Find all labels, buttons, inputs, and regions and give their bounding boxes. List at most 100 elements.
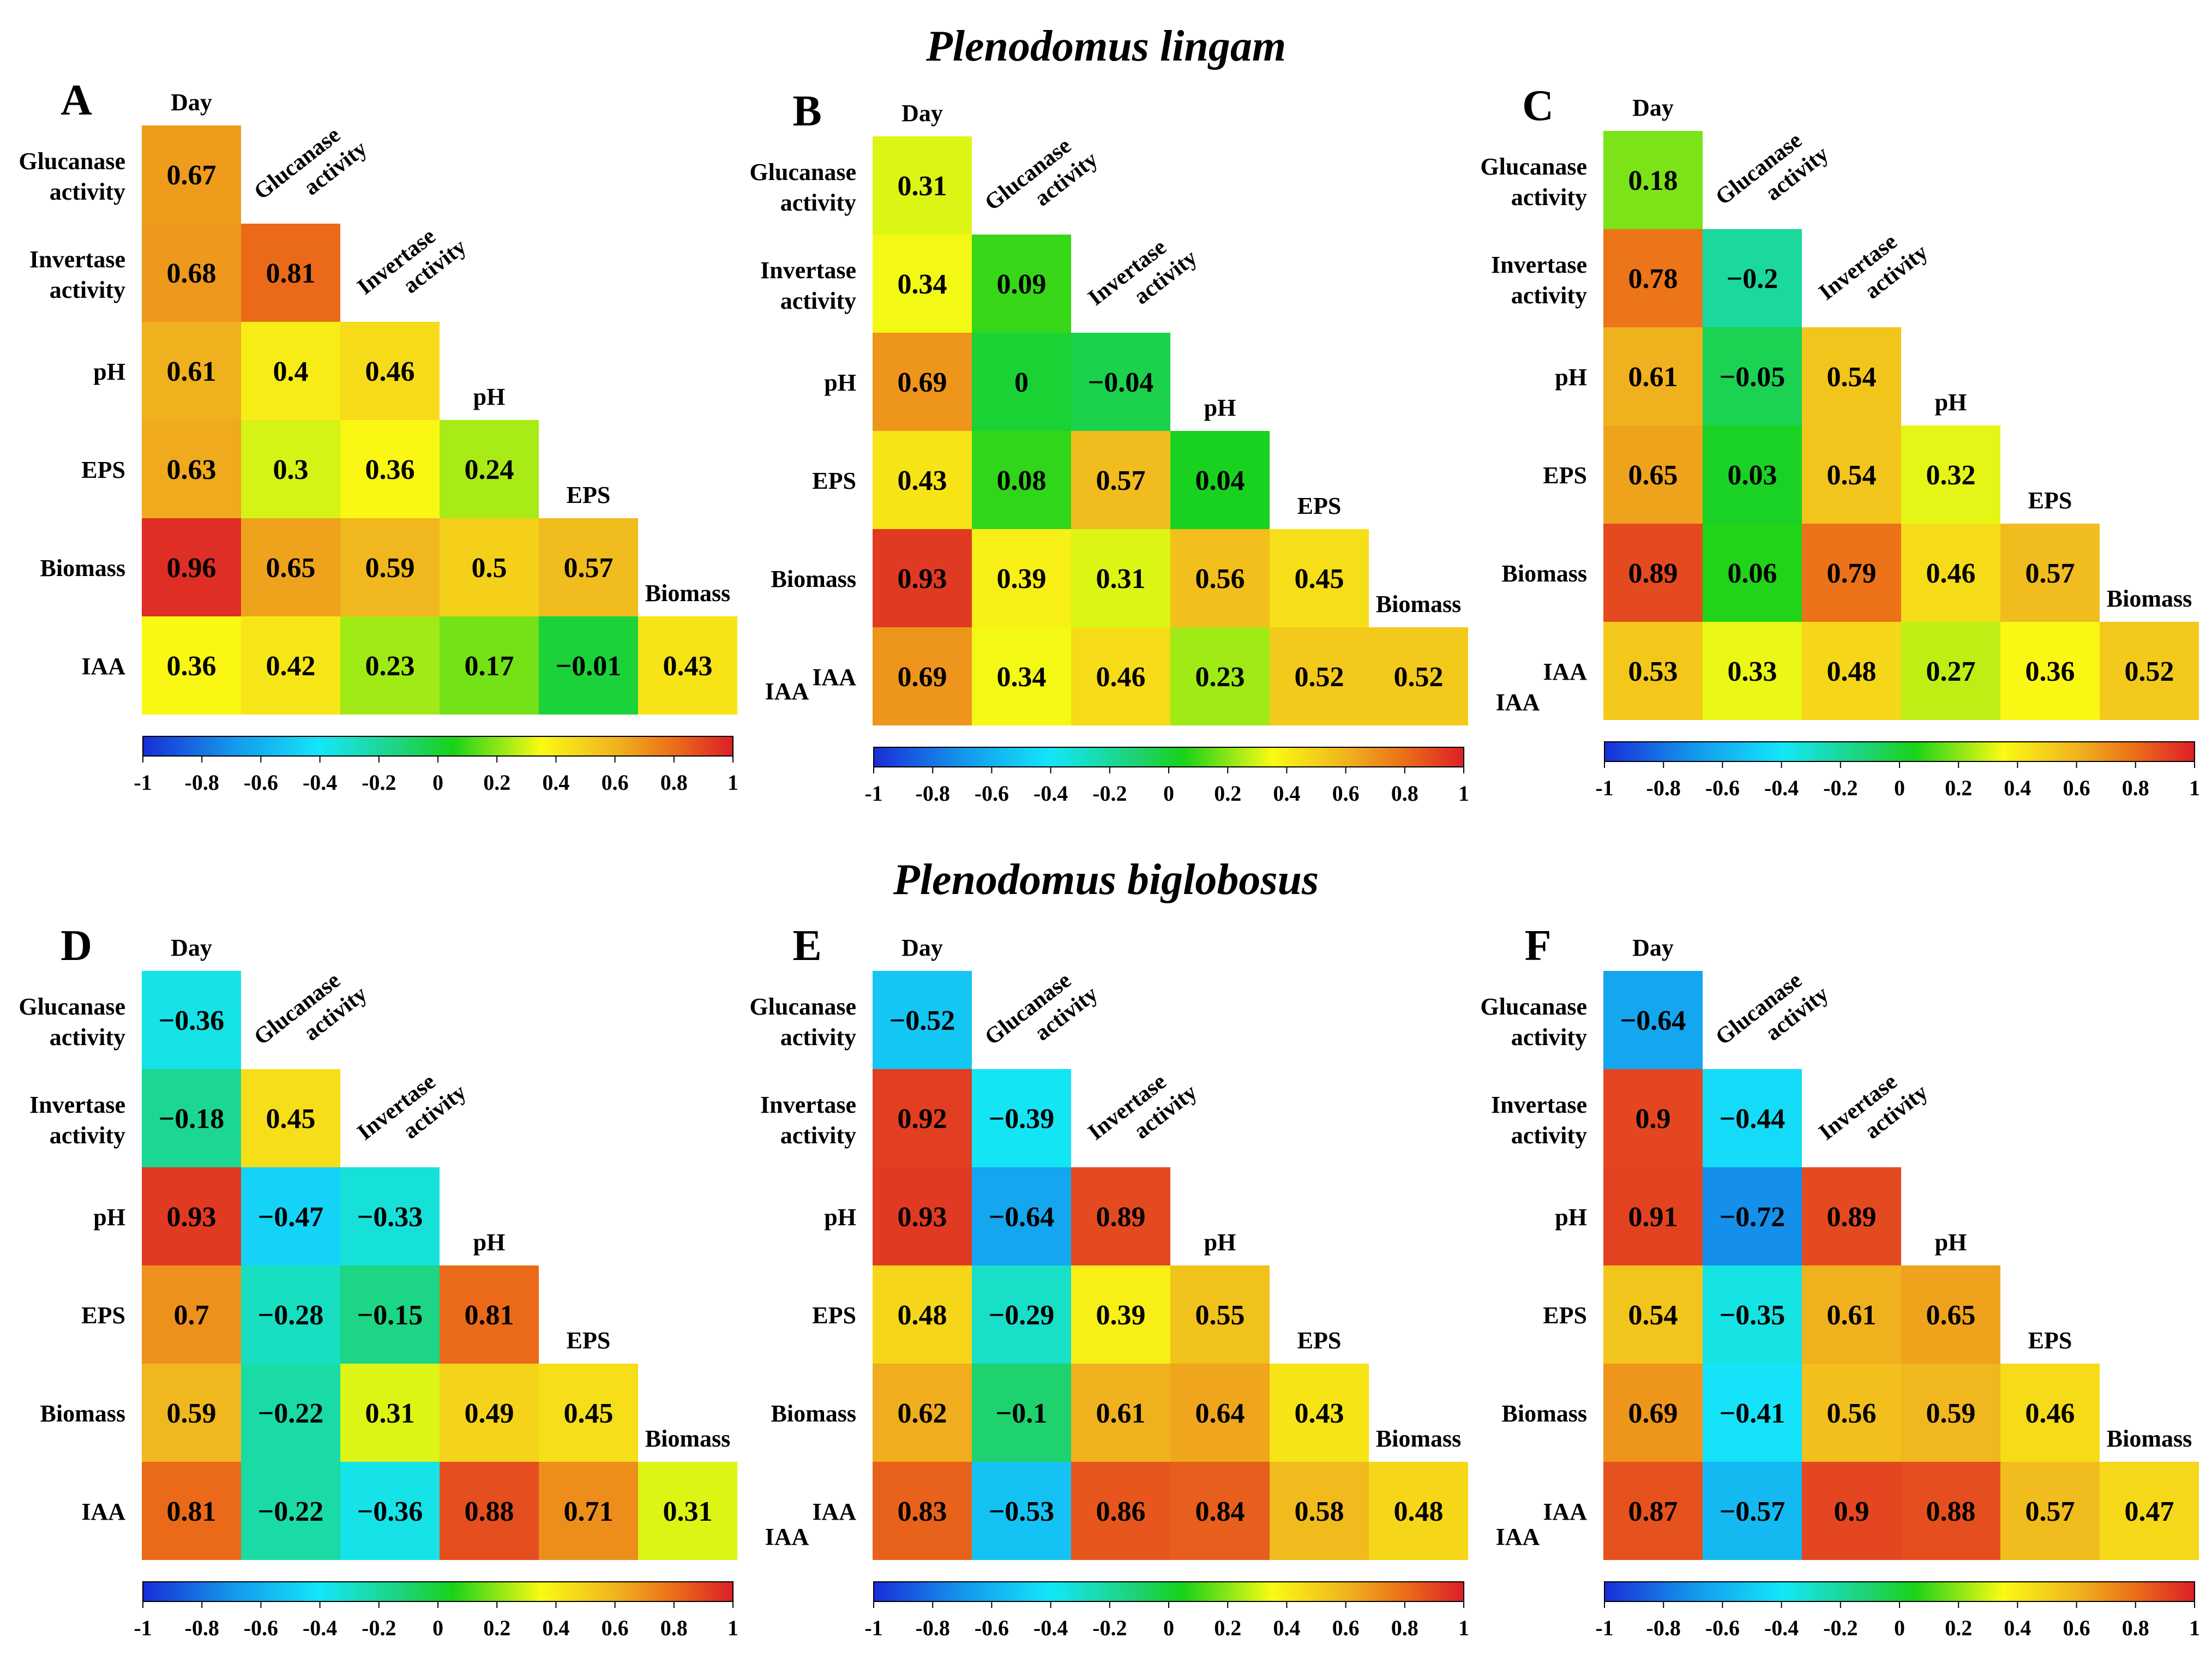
cell-value-label: −0.44	[1720, 1103, 1786, 1135]
row-label-ph: pH	[93, 1204, 125, 1231]
column-label-glucanase-activity: Glucanaseactivity	[249, 115, 371, 226]
heatmap-cell	[241, 1069, 340, 1167]
cell-value-label: 0.65	[1926, 1300, 1976, 1331]
colorbar-tick-label: 0.6	[1332, 1616, 1360, 1640]
colorbar-tick-label: -0.4	[1764, 776, 1799, 800]
column-label-day: Day	[171, 89, 212, 116]
heatmap-cell	[1703, 1265, 1802, 1364]
cell-value-label: 0.7	[174, 1300, 209, 1331]
colorbar-tick-label: -0.2	[362, 770, 396, 795]
heatmap-cell	[873, 1364, 972, 1462]
cell-value-label: 0.88	[465, 1496, 514, 1527]
colorbar-tick-label: -0.6	[244, 1616, 278, 1640]
colorbar-tick-label: 0.4	[1273, 1616, 1300, 1640]
column-label-invertase-activity: Invertaseactivity	[1084, 224, 1202, 332]
correlation-heatmap-d: D −0.36 −0.18 0.45 0.93 −0.47 −0.33 0.7 −0.28 −0.…	[19, 922, 809, 1640]
colorbar-tick-label: 0.2	[483, 1616, 510, 1640]
heatmap-cell	[241, 1265, 340, 1364]
heatmap-cell	[340, 1265, 440, 1364]
cell-value-label: −0.22	[258, 1496, 324, 1527]
colorbar-tick-label: -0.8	[916, 781, 950, 806]
colorbar-tick-label: -1	[134, 1616, 152, 1640]
heatmap-cell	[1270, 627, 1369, 725]
cell-value-label: −0.18	[159, 1103, 225, 1135]
heatmap-cell	[1369, 627, 1468, 725]
cell-value-label: 0.53	[1628, 656, 1678, 687]
row-label-biomass: Biomass	[771, 566, 856, 592]
colorbar-tick-label: -1	[134, 770, 152, 795]
cell-value-label: −0.72	[1720, 1202, 1786, 1233]
colorbar-tick-label: 0.2	[1214, 781, 1241, 806]
colorbar-tick-label: 1	[728, 770, 738, 795]
cell-value-label: 0.23	[1195, 662, 1245, 693]
row-label-iaa: IAA	[812, 664, 856, 691]
heatmap-cell	[1703, 1167, 1802, 1265]
row-label-glucanase-activity: Glucanase activity	[1480, 993, 1587, 1051]
cell-value-label: −0.64	[989, 1202, 1055, 1233]
heatmap-cell	[1802, 524, 1901, 622]
heatmap-cell	[1603, 1462, 1703, 1560]
heatmap-cell	[2000, 1462, 2100, 1560]
cell-value-label: 0.58	[1295, 1496, 1344, 1527]
heatmap-cell	[241, 420, 340, 518]
column-label-ph: pH	[1935, 389, 1967, 416]
row-label-biomass: Biomass	[1502, 1400, 1587, 1427]
heatmap-cell	[1703, 425, 1802, 524]
column-label-biomass: Biomass	[1376, 1425, 1461, 1452]
cell-value-label: −0.28	[258, 1300, 324, 1331]
cell-value-label: 0.39	[1096, 1300, 1146, 1331]
colorbar-tick-label: 0.6	[2063, 776, 2090, 800]
heatmap-cell	[1901, 425, 2000, 524]
heatmap-cell	[873, 627, 972, 725]
heatmap-cell	[1603, 131, 1703, 229]
row-label-glucanase-activity: Glucanase activity	[749, 159, 856, 216]
cell-value-label: 0.43	[663, 651, 713, 682]
cell-value-label: 0.54	[1628, 1300, 1678, 1331]
column-label-glucanase-activity: Glucanaseactivity	[249, 960, 371, 1072]
heatmap-cell	[972, 333, 1071, 431]
heatmap-cell	[638, 1462, 737, 1560]
cell-value-label: 0.39	[997, 563, 1047, 595]
heatmap-cell	[873, 1265, 972, 1364]
heatmap-cell	[972, 1462, 1071, 1560]
heatmap-cell	[1270, 1462, 1369, 1560]
heatmap-cell	[1603, 622, 1703, 720]
heatmap-cell	[1703, 327, 1802, 425]
column-label-ph: pH	[1204, 394, 1236, 421]
cell-value-label: 0.64	[1195, 1398, 1245, 1429]
heatmap-cell	[2000, 622, 2100, 720]
column-label-invertase-activity: Invertaseactivity	[1084, 1058, 1202, 1167]
row-label-eps: EPS	[1543, 1302, 1587, 1329]
heatmap-cell	[2000, 524, 2100, 622]
cell-value-label: −0.41	[1720, 1398, 1786, 1429]
heatmap-cell	[241, 1462, 340, 1560]
row-label-eps: EPS	[1543, 462, 1587, 489]
cell-value-label: 0.45	[266, 1103, 316, 1135]
panel-label: C	[1522, 82, 1554, 130]
panel-label: E	[792, 922, 821, 970]
cell-value-label: 0.81	[465, 1300, 514, 1331]
panel-label: A	[61, 76, 92, 124]
colorbar-tick-label: -0.4	[1764, 1616, 1799, 1640]
heatmap-cell	[1901, 622, 2000, 720]
colorbar-tick-label: 1	[728, 1616, 738, 1640]
cell-value-label: 0.43	[898, 465, 947, 496]
colorbar-tick-label: 0.2	[1945, 1616, 1972, 1640]
heatmap-cell	[1901, 524, 2000, 622]
colorbar-tick-label: 0.8	[1391, 781, 1418, 806]
colorbar-tick-label: 0.6	[2063, 1616, 2090, 1640]
colorbar-tick-label: -0.8	[1646, 776, 1681, 800]
cell-value-label: 0.42	[266, 651, 316, 682]
cell-value-label: 0.59	[167, 1398, 217, 1429]
cell-value-label: 0.36	[167, 651, 217, 682]
heatmap-cell	[1703, 1364, 1802, 1462]
cell-value-label: 0.61	[1628, 362, 1678, 393]
colorbar-tick-label: 0.2	[1945, 776, 1972, 800]
cell-value-label: 0.57	[1096, 465, 1146, 496]
cell-value-label: −0.64	[1620, 1005, 1686, 1036]
colorbar-tick-label: 0	[432, 1616, 443, 1640]
row-label-glucanase-activity: Glucanase activity	[749, 993, 856, 1051]
heatmap-cell	[440, 518, 539, 616]
colorbar-tick-label: 0.4	[542, 1616, 569, 1640]
cell-value-label: 0.36	[365, 454, 415, 485]
